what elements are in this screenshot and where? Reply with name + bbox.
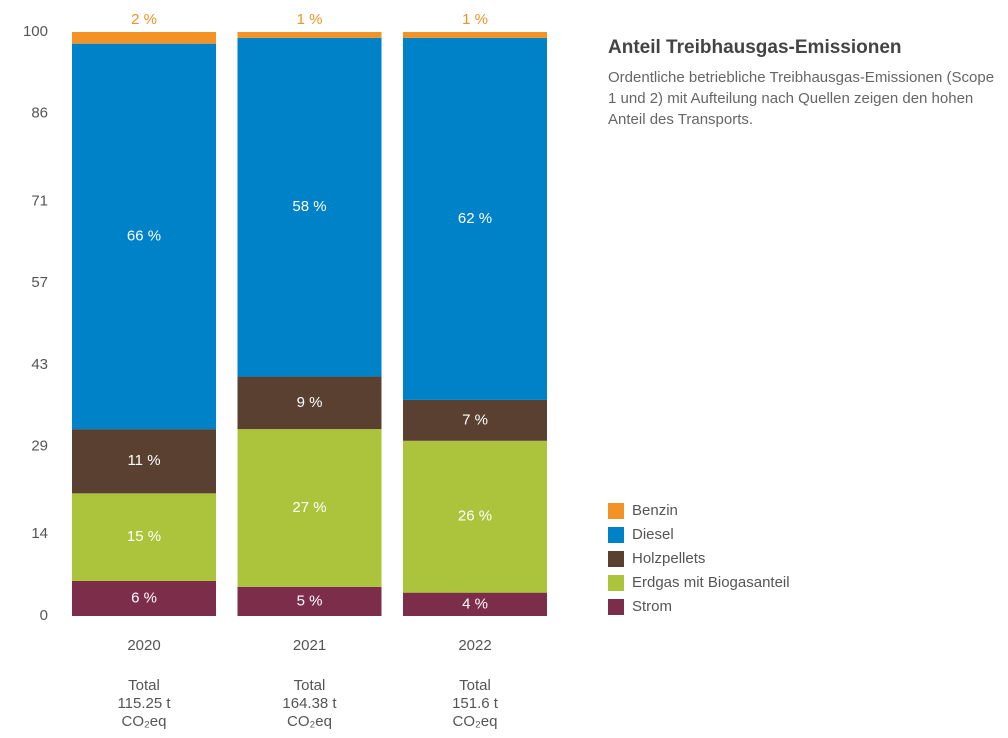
value-label: 62 %	[458, 210, 492, 227]
legend-label: Strom	[632, 598, 672, 615]
bar-segment	[72, 429, 216, 494]
total-label: Total	[294, 677, 326, 694]
bar-segment	[72, 43, 216, 430]
total-label: Total	[459, 677, 491, 694]
y-tick-label: 43	[31, 356, 48, 373]
bar-segment	[237, 37, 382, 377]
legend-label: Benzin	[632, 502, 678, 519]
bar-segment	[403, 399, 547, 441]
total-label: 164.38 t	[282, 695, 337, 712]
value-label: 1 %	[462, 11, 488, 28]
bar-segment	[403, 37, 547, 400]
value-label: 11 %	[127, 452, 160, 469]
value-label: 58 %	[292, 198, 326, 215]
value-label: 1 %	[297, 11, 323, 28]
bar-segment	[237, 376, 382, 430]
legend-label: Diesel	[632, 526, 674, 543]
legend-swatch	[608, 527, 624, 543]
value-label: 2 %	[131, 11, 157, 28]
bar-segment	[403, 440, 547, 593]
y-tick-label: 29	[31, 438, 48, 455]
value-label: 27 %	[292, 499, 326, 516]
y-tick-label: 0	[40, 607, 48, 624]
chart-subtitle: Ordentliche betriebliche Treibhausgas-Em…	[608, 69, 995, 128]
y-tick-label: 100	[23, 23, 48, 40]
total-label: CO₂eq	[452, 713, 497, 730]
value-label: 26 %	[458, 508, 492, 525]
x-tick-label: 2021	[293, 637, 326, 654]
value-label: 66 %	[127, 227, 161, 244]
legend-swatch	[608, 503, 624, 519]
legend-swatch	[608, 575, 624, 591]
chart-title: Anteil Treibhausgas-Emissionen	[608, 37, 902, 58]
bar-segment	[237, 32, 382, 38]
bar-segment	[237, 429, 382, 587]
total-label: 115.25 t	[117, 695, 171, 712]
value-label: 7 %	[462, 411, 488, 428]
total-label: CO₂eq	[121, 713, 166, 730]
y-tick-label: 86	[31, 105, 48, 122]
legend-label: Erdgas mit Biogasanteil	[632, 574, 790, 591]
total-label: Total	[128, 677, 160, 694]
x-tick-label: 2020	[127, 637, 160, 654]
legend-swatch	[608, 551, 624, 567]
bar-segment	[72, 32, 216, 44]
value-label: 5 %	[297, 592, 323, 609]
bar-segment	[403, 32, 547, 38]
value-label: 9 %	[297, 394, 323, 411]
bar-segment	[72, 493, 216, 581]
y-tick-label: 71	[31, 192, 48, 209]
y-tick-label: 14	[31, 525, 48, 542]
legend-swatch	[608, 599, 624, 615]
total-label: CO₂eq	[287, 713, 332, 730]
total-label: 151.6 t	[452, 695, 499, 712]
value-label: 15 %	[127, 528, 161, 545]
y-tick-label: 57	[31, 274, 48, 291]
value-label: 6 %	[131, 589, 157, 606]
bar-segment	[237, 586, 382, 616]
bar-segment	[403, 592, 547, 616]
value-label: 4 %	[462, 595, 488, 612]
bar-segment	[72, 580, 216, 616]
x-tick-label: 2022	[458, 637, 491, 654]
legend-label: Holzpellets	[632, 550, 705, 567]
